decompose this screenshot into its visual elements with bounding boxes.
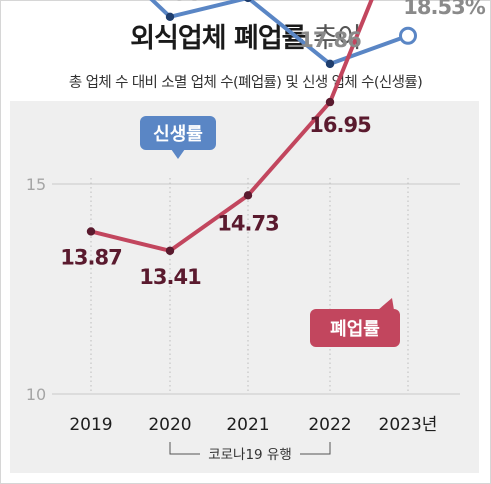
covid-annotation: 코로나19 유행 (208, 447, 292, 463)
data-label-pyeeop: 16.95 (309, 113, 371, 137)
series-0-point (244, 0, 252, 3)
x-tick-label: 2019 (69, 415, 112, 435)
x-tick-label: 2023년 (379, 415, 438, 435)
axis-labels: 20151020192020202120222023년 (26, 175, 438, 435)
y-tick-label: 10 (26, 385, 46, 404)
series-0-point (325, 59, 335, 69)
series-1-point (165, 246, 175, 255)
series-markers (86, 0, 417, 255)
callout-pointer (378, 298, 394, 310)
data-label-sinsaeng: 18.53% (403, 0, 485, 19)
series-name: 폐업률 (330, 319, 380, 340)
title-main: 외식업체 폐업률 (130, 23, 306, 54)
series-1-point (243, 191, 253, 200)
series-line-0 (149, 0, 410, 66)
data-label-pyeeop: 13.41 (139, 265, 201, 289)
data-labels: 20.7718.9819.4317.8618.53%13.8713.4114.7… (60, 0, 486, 289)
callout-0: 신생률 (140, 116, 216, 159)
y-tick-label: 15 (26, 175, 46, 194)
bracket-right (300, 442, 331, 455)
chart-panel (10, 101, 479, 473)
callout-box (140, 116, 216, 150)
callout-box (310, 309, 400, 347)
series-name: 신생률 (153, 124, 203, 145)
data-label-pyeeop: 13.87 (60, 245, 121, 269)
bracket-left (169, 442, 200, 455)
callout-pointer (171, 149, 185, 159)
series-0-point (165, 12, 175, 22)
x-tick-label: 2021 (226, 415, 269, 435)
covid-bracket: 코로나19 유행 (169, 442, 331, 463)
series-1-point (86, 227, 96, 236)
callout-1: 폐업률 (310, 298, 400, 347)
data-label-pyeeop: 14.73 (217, 211, 278, 235)
series-0-endpoint (399, 26, 417, 45)
data-label-sinsaeng: 17.86 (299, 28, 361, 52)
series-1-point (325, 97, 335, 107)
x-tick-label: 2022 (308, 415, 351, 435)
x-tick-label: 2020 (148, 415, 191, 435)
data-label-sinsaeng: 18.98 (139, 0, 201, 5)
chart-title: 외식업체 폐업률 추이 (0, 16, 491, 55)
